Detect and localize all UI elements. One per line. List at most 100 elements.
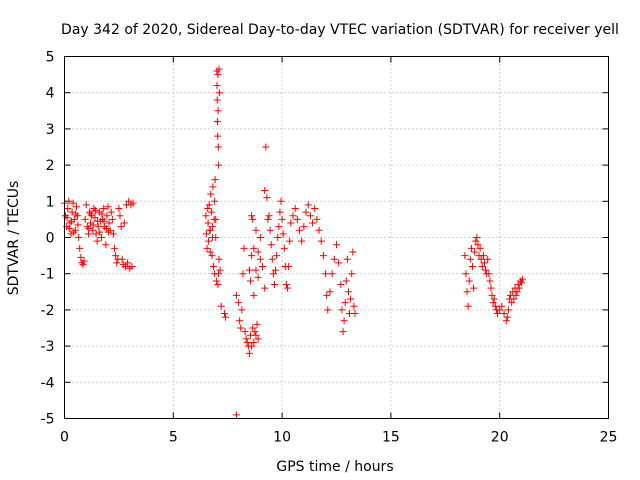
data-point [207, 190, 215, 198]
data-point [285, 262, 293, 270]
data-point [309, 219, 317, 227]
data-point [111, 244, 119, 252]
data-point [243, 338, 251, 346]
data-point [214, 107, 222, 115]
data-point [282, 281, 290, 289]
data-point [476, 244, 484, 252]
data-point [213, 118, 221, 126]
data-point [94, 223, 102, 231]
data-point [202, 212, 210, 220]
data-point [83, 223, 91, 231]
data-point [76, 244, 84, 252]
x-tick-label: 5 [169, 430, 178, 446]
plot-frame [64, 56, 609, 419]
data-point [106, 226, 114, 234]
x-axis-label: GPS time / hours [276, 459, 393, 475]
data-point [322, 270, 330, 278]
data-point [65, 197, 73, 205]
data-point [487, 284, 495, 292]
data-point [67, 217, 75, 225]
data-point [238, 306, 246, 314]
data-point [100, 205, 108, 213]
data-point [347, 295, 355, 303]
data-point [496, 306, 504, 314]
data-point [81, 215, 89, 223]
data-point [300, 223, 308, 231]
data-point [215, 89, 223, 97]
data-point [274, 234, 282, 241]
data-point [503, 313, 511, 321]
data-point [72, 210, 80, 218]
data-point [215, 255, 223, 263]
data-point [323, 291, 331, 299]
data-point [480, 259, 488, 267]
data-point [465, 277, 473, 285]
data-point [272, 266, 280, 274]
y-tick-label: -2 [41, 303, 55, 319]
data-point [77, 253, 85, 261]
y-tick-label: -5 [41, 412, 55, 428]
data-point [467, 244, 475, 252]
data-point [466, 255, 474, 263]
data-point [103, 212, 111, 220]
data-point [277, 197, 285, 205]
data-point [236, 317, 244, 325]
data-point [207, 208, 215, 216]
chart-title: Day 342 of 2020, Sidereal Day-to-day VTE… [61, 22, 619, 38]
data-point [337, 281, 345, 289]
data-point [211, 197, 219, 205]
data-point [266, 226, 274, 234]
data-point [510, 295, 518, 303]
data-point [341, 299, 349, 307]
data-point [241, 328, 249, 336]
data-point [286, 237, 294, 245]
data-point [91, 214, 99, 222]
data-point [89, 221, 97, 229]
data-point [250, 291, 258, 299]
data-point [249, 324, 257, 332]
data-point [469, 262, 476, 270]
tick-labels: 0 5 10 15 20 25 -5 -4 -3 -2 -1 0 1 2 3 4 5 [41, 50, 618, 446]
data-point [461, 252, 469, 260]
data-point [328, 270, 336, 278]
data-point [252, 226, 260, 234]
data-point [298, 237, 306, 245]
data-point [296, 226, 304, 234]
data-point [99, 215, 107, 223]
data-point [71, 226, 79, 234]
data-point [317, 237, 325, 245]
data-point [333, 241, 340, 249]
data-point [211, 176, 219, 184]
data-point [104, 203, 112, 211]
y-tick-label: 1 [46, 194, 55, 210]
data-point [254, 248, 262, 256]
data-point [287, 219, 295, 227]
data-point [80, 257, 88, 265]
data-point [482, 266, 490, 274]
data-point [235, 299, 243, 307]
data-point [86, 208, 94, 216]
data-point [248, 342, 256, 350]
data-point [204, 219, 212, 227]
x-tick-label: 25 [600, 430, 618, 446]
data-point [128, 262, 136, 270]
data-point [248, 252, 256, 260]
data-point [102, 224, 110, 232]
data-point [232, 291, 240, 299]
y-tick-label: -4 [41, 375, 55, 391]
data-point [335, 259, 343, 267]
data-point [118, 255, 126, 263]
data-point [508, 299, 516, 307]
data-point [311, 205, 319, 213]
data-point [484, 255, 492, 263]
data-point [289, 212, 297, 220]
data-point [205, 201, 213, 209]
data-point [113, 259, 121, 267]
data-point [278, 215, 286, 223]
data-point [315, 226, 323, 234]
data-point [215, 270, 223, 278]
data-point [232, 411, 240, 419]
data-point [267, 241, 275, 249]
data-point [245, 266, 253, 274]
data-point [515, 284, 523, 292]
